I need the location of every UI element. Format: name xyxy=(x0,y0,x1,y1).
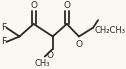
Text: O: O xyxy=(46,51,53,60)
Text: CH₃: CH₃ xyxy=(35,59,50,68)
Text: CH₂CH₃: CH₂CH₃ xyxy=(94,26,125,35)
Text: F: F xyxy=(1,37,6,46)
Text: F: F xyxy=(1,23,6,32)
Text: O: O xyxy=(63,1,70,10)
Text: O: O xyxy=(30,1,37,10)
Text: O: O xyxy=(75,40,82,49)
